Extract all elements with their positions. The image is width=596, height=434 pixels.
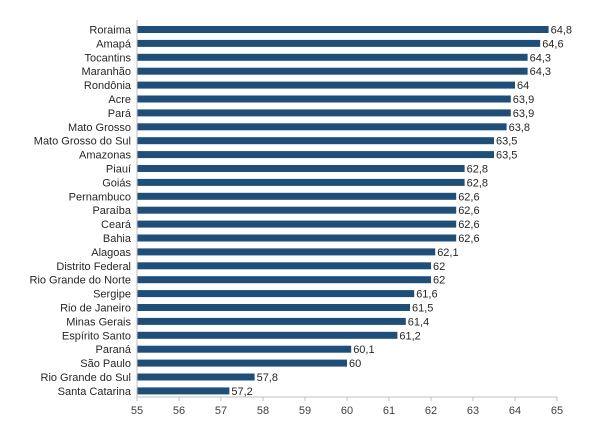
category-label: Goiás — [102, 177, 131, 189]
x-tick-label: 63 — [467, 405, 479, 417]
category-label: Santa Catarina — [58, 386, 132, 398]
bar-17 — [137, 262, 431, 270]
x-tick-label: 57 — [215, 405, 227, 417]
category-label: Bahia — [103, 233, 132, 245]
x-tick-label: 55 — [131, 405, 143, 417]
value-label: 62,8 — [467, 177, 488, 189]
value-label: 62,6 — [458, 219, 479, 231]
value-label: 62,6 — [458, 205, 479, 217]
bar-22 — [137, 331, 398, 339]
bar-14 — [137, 220, 457, 228]
bar-9 — [137, 151, 494, 159]
value-label: 57,8 — [257, 372, 278, 384]
category-label: Minas Gerais — [66, 316, 131, 328]
bar-13 — [137, 206, 457, 214]
bar-23 — [137, 345, 352, 353]
value-label: 62 — [433, 261, 445, 273]
category-label: Roraima — [89, 25, 131, 37]
x-tick-label: 64 — [509, 405, 521, 417]
bar-7 — [137, 123, 507, 131]
bar-24 — [137, 359, 347, 367]
value-label: 60 — [349, 358, 361, 370]
bar-0 — [137, 26, 549, 33]
bar-5 — [137, 95, 511, 103]
x-tick-label: 58 — [257, 405, 269, 417]
value-label: 62,1 — [437, 247, 458, 259]
bar-21 — [137, 317, 406, 325]
value-label: 63,8 — [509, 122, 530, 134]
category-label: Rio Grande do Sul — [41, 372, 132, 384]
category-label: Espírito Santo — [62, 330, 131, 342]
value-label: 61,6 — [416, 289, 437, 301]
category-label: Rio Grande do Norte — [30, 275, 132, 287]
value-label: 64 — [517, 80, 529, 92]
category-label: Mato Grosso do Sul — [34, 136, 131, 148]
bar-12 — [137, 192, 457, 200]
value-label: 61,2 — [399, 330, 420, 342]
value-label: 60,1 — [353, 344, 374, 356]
value-label: 62,6 — [458, 233, 479, 245]
value-label: 63,9 — [513, 108, 534, 120]
category-label: Tocantins — [85, 52, 132, 64]
bar-18 — [137, 276, 431, 284]
bars-layer — [137, 26, 549, 395]
bar-2 — [137, 53, 528, 61]
category-label: Acre — [108, 94, 131, 106]
value-label: 64,3 — [530, 52, 551, 64]
category-label: Rio de Janeiro — [60, 303, 131, 315]
value-label: 63,5 — [496, 136, 517, 148]
value-label: 61,4 — [408, 316, 429, 328]
category-label: Ceará — [101, 219, 132, 231]
bar-1 — [137, 39, 541, 47]
bar-6 — [137, 109, 511, 117]
bar-20 — [137, 304, 410, 311]
value-label: 64,8 — [551, 25, 572, 37]
value-label: 57,2 — [231, 386, 252, 398]
bar-16 — [137, 248, 436, 256]
value-label: 64,3 — [530, 66, 551, 78]
bar-26 — [137, 387, 230, 395]
bar-8 — [137, 137, 494, 145]
value-label: 62 — [433, 275, 445, 287]
value-label: 62,8 — [467, 164, 488, 176]
x-axis: 55 56 57 58 59 60 61 62 63 64 65 — [131, 20, 563, 417]
x-tick-label: 65 — [551, 405, 563, 417]
x-tick-label: 56 — [173, 405, 185, 417]
bar-15 — [137, 234, 457, 242]
category-label: Alagoas — [91, 247, 131, 259]
category-label: Amazonas — [79, 150, 131, 162]
category-label: Paraná — [96, 344, 132, 356]
category-label: Sergipe — [93, 289, 131, 301]
value-labels: 64,864,664,364,36463,963,963,863,563,562… — [231, 25, 572, 398]
category-label: Rondônia — [84, 80, 132, 92]
bar-19 — [137, 290, 415, 298]
x-tick-label: 62 — [425, 405, 437, 417]
value-label: 64,6 — [542, 38, 563, 50]
x-tick-label: 61 — [383, 405, 395, 417]
bar-25 — [137, 373, 255, 381]
bar-4 — [137, 81, 515, 89]
category-label: Amapá — [96, 38, 132, 50]
bar-11 — [137, 178, 465, 186]
value-label: 63,5 — [496, 150, 517, 162]
category-label: São Paulo — [80, 358, 131, 370]
category-label: Maranhão — [81, 66, 131, 78]
category-label: Mato Grosso — [68, 122, 131, 134]
bar-10 — [137, 165, 465, 172]
category-label: Paraíba — [92, 205, 131, 217]
x-tick-label: 59 — [299, 405, 311, 417]
category-label: Piauí — [106, 164, 131, 176]
category-label: Pará — [108, 108, 132, 120]
category-label: Distrito Federal — [56, 261, 131, 273]
value-label: 63,9 — [513, 94, 534, 106]
bar-3 — [137, 67, 528, 75]
value-label: 62,6 — [458, 191, 479, 203]
value-label: 61,5 — [412, 303, 433, 315]
x-tick-label: 60 — [341, 405, 353, 417]
category-label: Pernambuco — [69, 191, 131, 203]
